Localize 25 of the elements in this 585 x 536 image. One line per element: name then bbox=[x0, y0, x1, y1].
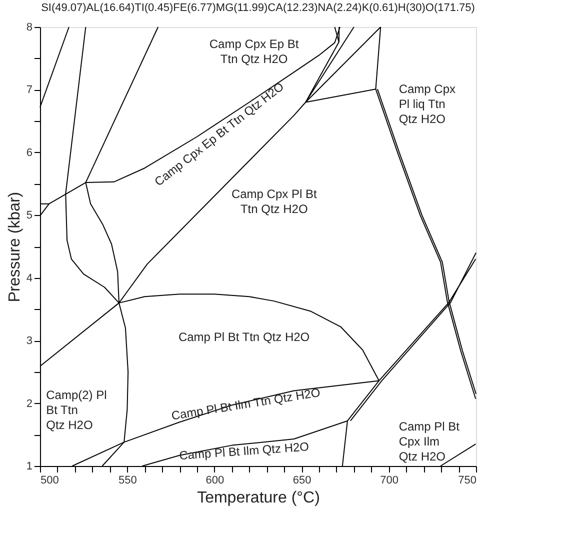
x-tick-label: 600 bbox=[206, 474, 224, 486]
y-tick-label: 7 bbox=[26, 84, 32, 96]
annotation: Camp Cpx Ep Bt Ttn Qtz H2O bbox=[209, 37, 300, 66]
y-axis-title: Pressure (kbar) bbox=[6, 192, 24, 302]
y-tick-label: 2 bbox=[26, 398, 32, 410]
x-tick-label: 500 bbox=[40, 474, 59, 486]
x-tick-label: 650 bbox=[292, 474, 312, 486]
y-tick-label: 4 bbox=[26, 272, 32, 284]
annotation: Camp Cpx Pl Bt Ttn Qtz H2O bbox=[231, 186, 318, 216]
annotation: Camp Pl Bt Ilm Qtz H2O bbox=[178, 440, 310, 463]
y-tick-label: 6 bbox=[26, 146, 32, 159]
annotation: Camp Cpx Pl liq Ttn Qtz H2O bbox=[398, 82, 456, 126]
x-tick-label: 700 bbox=[380, 474, 398, 486]
x-axis-title: Temperature (°C) bbox=[197, 490, 320, 506]
annotation: Camp(2) Pl Bt Ttn Qtz H2O bbox=[46, 388, 107, 432]
annotation: Camp Pl Bt Cpx Ilm Qtz H2O bbox=[398, 419, 460, 464]
y-tick-label: 3 bbox=[26, 335, 32, 348]
annotation: Camp Pl Bt Ttn Qtz H2O bbox=[178, 330, 310, 344]
annotation: Camp Pl Bt Ilm Ttn Qtz H2O bbox=[170, 385, 322, 423]
y-tick-label: 8 bbox=[26, 22, 32, 34]
x-tick-label: 550 bbox=[118, 474, 137, 486]
y-tick-label: 1 bbox=[26, 460, 32, 472]
x-tick-label: 750 bbox=[458, 474, 476, 486]
chart-title: SI(49.07)AL(16.64)TI(0.45)FE(6.77)MG(11.99)CA(12.23)NA(2.24)K(0.61)H(30)O(171.75) bbox=[41, 2, 475, 14]
y-tick-label: 5 bbox=[26, 210, 32, 222]
